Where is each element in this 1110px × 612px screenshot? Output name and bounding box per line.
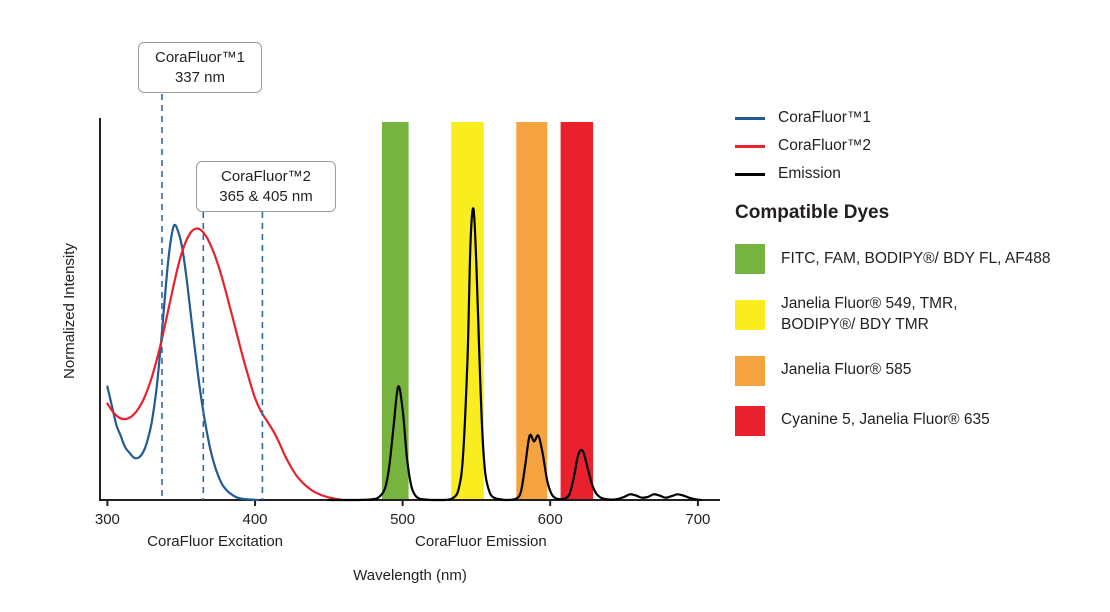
x-tick-label: 500 — [390, 511, 415, 528]
y-axis-title: Normalized Intensity — [61, 243, 78, 379]
green-filter-swatch — [735, 244, 765, 274]
legend-item-corafluor1: CoraFluor™1 — [735, 104, 1095, 132]
legend-label-emission: Emission — [778, 165, 841, 182]
callout-corafluor1-name: CoraFluor™1 — [154, 49, 246, 66]
band-orange-filter — [516, 122, 548, 500]
corafluor1-line-swatch — [735, 116, 765, 120]
compatible-dyes-heading: Compatible Dyes — [735, 202, 890, 223]
callout-corafluor2-name: CoraFluor™2 — [220, 168, 312, 185]
series-curve-2 — [327, 207, 702, 502]
dye-label-green: FITC, FAM, BODIPY®/ BDY FL, AF488 — [781, 249, 1051, 267]
emission-line-swatch — [735, 172, 765, 176]
legend-item-emission: Emission — [735, 160, 1095, 188]
legend-label-corafluor2: CoraFluor™2 — [778, 137, 872, 154]
legend-item-corafluor2: CoraFluor™2 — [735, 132, 1095, 160]
spectra-chart: 300 400 500 600 700 CoraFluor Excitation CoraF… — [61, 50, 720, 584]
callout-corafluor1-wavelength: 337 nm — [174, 68, 226, 86]
legend-label-corafluor1: CoraFluor™1 — [778, 109, 872, 126]
red-filter-swatch — [735, 405, 765, 436]
dye-item-orange: Janelia Fluor® 585 — [735, 355, 1095, 386]
callout-corafluor2-wavelength: 365 & 405 nm — [219, 187, 313, 205]
series-curve-1 — [106, 227, 345, 502]
series-curve-0 — [106, 223, 260, 502]
dye-item-yellow: Janelia Fluor® 549, TMR, BODIPY®/ BDY TM… — [735, 294, 1095, 336]
x-axis-title: Wavelength (nm) — [353, 567, 467, 584]
dye-item-green: FITC, FAM, BODIPY®/ BDY FL, AF488 — [735, 244, 1095, 274]
band-red-filter — [560, 122, 594, 500]
axis-group-label-1: CoraFluor Emission — [415, 533, 547, 550]
x-tick-label: 400 — [242, 511, 267, 528]
x-tick-label: 700 — [685, 511, 710, 528]
dye-label-orange: Janelia Fluor® 585 — [781, 361, 912, 379]
callout-corafluor1: CoraFluor™1 337 nm — [138, 42, 262, 93]
dye-label-yellow: Janelia Fluor® 549, TMR, BODIPY®/ BDY TM… — [781, 295, 958, 333]
axis-group-label-0: CoraFluor Excitation — [147, 533, 283, 550]
dye-label-red: Cyanine 5, Janelia Fluor® 635 — [781, 411, 990, 429]
orange-filter-swatch — [735, 355, 765, 386]
x-tick-label: 600 — [538, 511, 563, 528]
yellow-filter-swatch — [735, 299, 765, 330]
legend: CoraFluor™1 CoraFluor™2 Emission Compati… — [735, 104, 1095, 436]
callout-corafluor2: CoraFluor™2 365 & 405 nm — [196, 161, 336, 212]
corafluor2-line-swatch — [735, 144, 765, 148]
x-tick-label: 300 — [95, 511, 120, 528]
dye-item-red: Cyanine 5, Janelia Fluor® 635 — [735, 405, 1095, 436]
